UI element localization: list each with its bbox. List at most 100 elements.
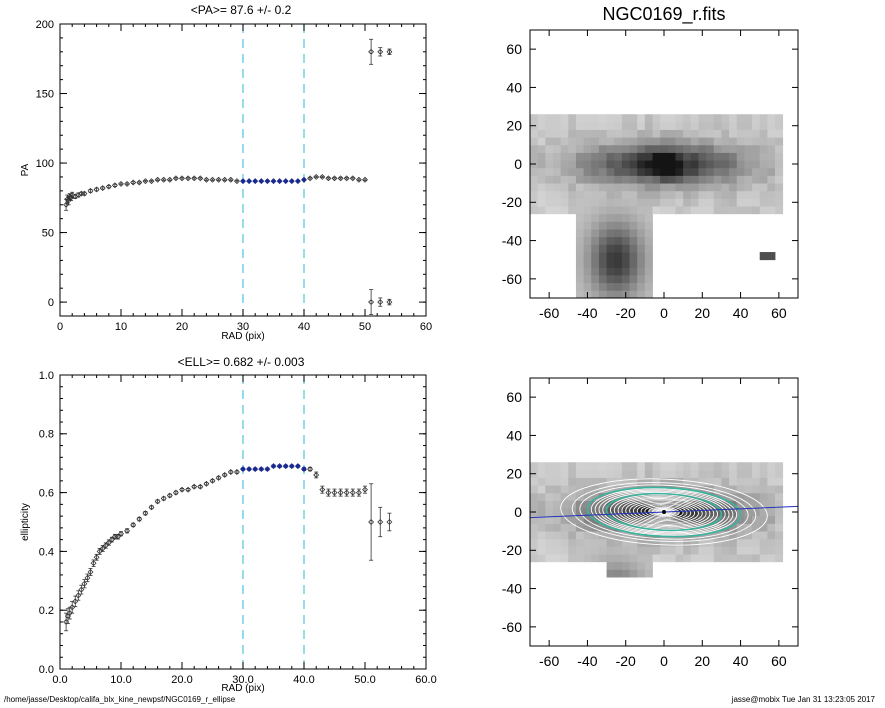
y-tick-label: -20 [502, 194, 522, 210]
image-pixel [575, 221, 584, 230]
image-pixel [744, 152, 753, 161]
x-tick-label: 50 [359, 321, 371, 333]
image-pixel [575, 144, 584, 153]
image-pixel [690, 554, 699, 563]
image-pixel [759, 546, 768, 555]
image-pixel [667, 546, 676, 555]
image-pixel [706, 167, 715, 176]
image-pixel [690, 546, 699, 555]
image-pixel [644, 236, 653, 245]
image-pixel [598, 229, 607, 238]
image-pixel [621, 236, 630, 245]
image-pixel [775, 462, 784, 471]
image-pixel [721, 129, 730, 138]
image-pixel [614, 515, 623, 524]
image-pixel [614, 531, 623, 540]
image-pixel [530, 538, 539, 547]
image-pixel [583, 259, 592, 268]
image-pixel [598, 129, 607, 138]
image-pixel [637, 561, 646, 570]
image-pixel [545, 206, 554, 215]
image-pixel [545, 523, 554, 532]
image-pixel [606, 252, 615, 261]
image-pixel [775, 183, 784, 192]
image-pixel [759, 485, 768, 494]
data-point [209, 176, 216, 183]
image-pixel [614, 144, 623, 153]
image-pixel [583, 167, 592, 176]
data-point [130, 521, 137, 528]
image-pixel [683, 477, 692, 486]
image-pixel [729, 538, 738, 547]
image-pixel [629, 477, 638, 486]
image-pixel [545, 121, 554, 130]
image-pixel [713, 121, 722, 130]
image-pixel [767, 121, 776, 130]
y-tick-label: 0 [48, 297, 54, 309]
image-pixel [537, 515, 546, 524]
image-pixel [575, 477, 584, 486]
image-pixel [660, 129, 669, 138]
image-pixel [621, 469, 630, 478]
image-pixel [775, 515, 784, 524]
image-pixel [637, 477, 646, 486]
image-pixel [575, 290, 584, 298]
image-pixel [614, 267, 623, 276]
image-pixel [736, 121, 745, 130]
image-pixel [767, 114, 776, 123]
image-pixel [667, 538, 676, 547]
image-pixel [652, 121, 661, 130]
data-point [288, 178, 295, 185]
image-pixel [575, 121, 584, 130]
image-pixel [591, 167, 600, 176]
image-pixel [729, 167, 738, 176]
image-pixel [767, 531, 776, 540]
image-pixel [644, 167, 653, 176]
data-point [69, 604, 76, 611]
image-pixel [614, 129, 623, 138]
image-pixel [752, 554, 761, 563]
image-pixel [637, 515, 646, 524]
image-pixel [675, 183, 684, 192]
image-pixel [552, 500, 562, 509]
image-pixel [744, 114, 753, 123]
x-tick-label: 0 [660, 653, 668, 669]
image-pixel [752, 121, 761, 130]
data-point [240, 178, 246, 185]
data-point [197, 483, 204, 490]
ell_profile-xlabel: RAD (pix) [221, 683, 264, 694]
image-pixel [606, 290, 615, 298]
image-pixel [575, 213, 584, 222]
image-pixel [736, 152, 745, 161]
data-point [90, 560, 97, 567]
image-pixel [660, 137, 669, 146]
image-pixel [721, 206, 730, 215]
image-pixel [744, 523, 753, 532]
image-pixel [690, 485, 699, 494]
image-pixel [614, 183, 623, 192]
image-pixel [621, 546, 630, 555]
image-pixel [629, 485, 638, 494]
image-pixel [690, 167, 699, 176]
image-pixel [713, 538, 722, 547]
image-pixel [759, 114, 768, 123]
image-pixel [637, 569, 646, 578]
image-pixel [575, 282, 584, 291]
image-pixel [637, 290, 646, 298]
data-point [172, 175, 179, 182]
image-pixel [675, 114, 684, 123]
image-pixel [736, 144, 745, 153]
image-pixel [721, 167, 730, 176]
x-tick-label: -60 [539, 305, 559, 321]
image-pixel [706, 206, 715, 215]
image-pixel [736, 462, 745, 471]
image-pixel [759, 252, 768, 261]
image-pixel [530, 531, 539, 540]
image-pixel [683, 462, 692, 471]
data-point [185, 175, 192, 182]
data-point [108, 536, 115, 543]
image-pixel [683, 546, 692, 555]
image-pixel [583, 531, 592, 540]
data-point [111, 182, 118, 189]
isophote-ellipse [571, 482, 757, 542]
